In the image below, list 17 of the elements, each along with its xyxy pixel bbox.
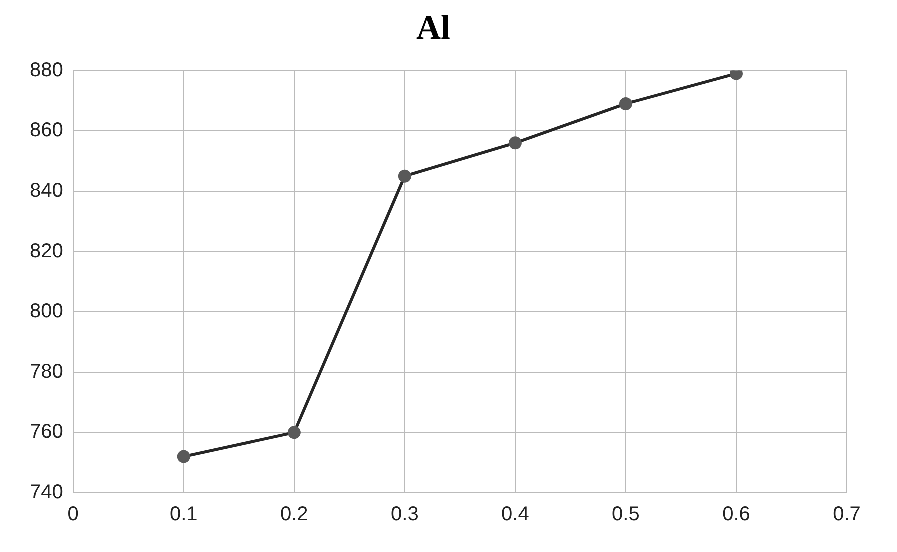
x-tick-label: 0 [68, 504, 79, 526]
y-tick-label: 860 [30, 120, 64, 142]
x-tick-label: 0.1 [170, 504, 198, 526]
y-tick-label: 800 [30, 300, 64, 323]
y-tick-label: 820 [30, 240, 64, 262]
x-tick-label: 0.4 [502, 504, 530, 526]
y-tick-label: 780 [30, 360, 64, 383]
x-tick-label: 0.2 [280, 504, 308, 526]
y-tick-label: 880 [30, 59, 64, 82]
y-tick-label: 760 [30, 421, 64, 444]
x-tick-label: 0.3 [391, 504, 419, 526]
y-tick-label: 740 [30, 482, 64, 504]
chart-title: Al [416, 10, 450, 48]
x-tick-label: 0.7 [833, 504, 861, 526]
x-tick-label: 0.6 [722, 504, 750, 526]
x-tick-label: 0.5 [612, 504, 640, 526]
y-tick-label: 840 [30, 180, 64, 202]
